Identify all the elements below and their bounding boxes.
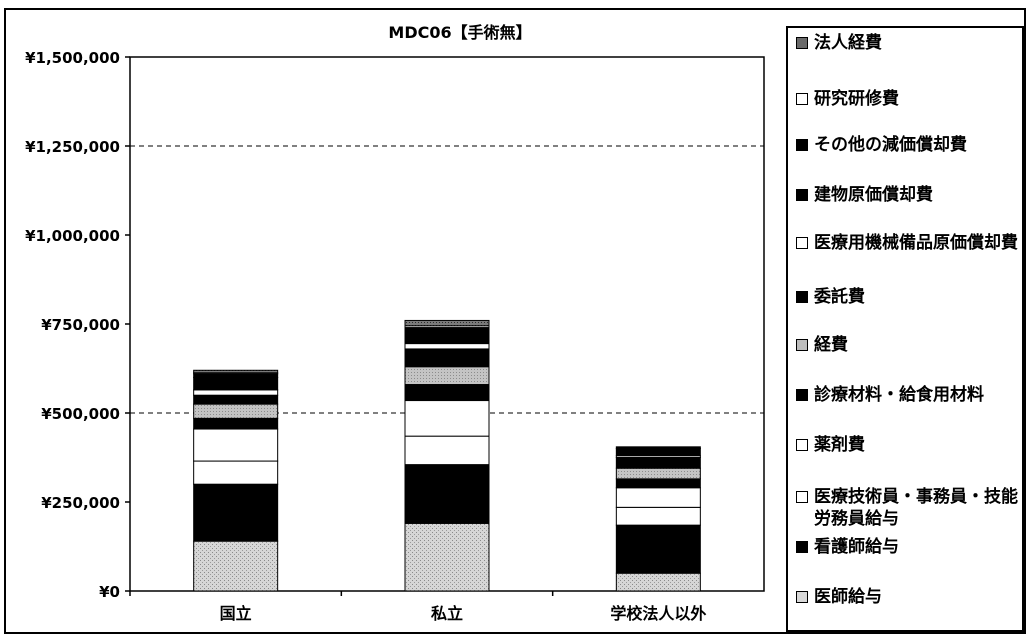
bar-segment — [404, 464, 490, 524]
legend-swatch — [796, 439, 808, 451]
legend-label: 法人経費 — [814, 33, 882, 53]
legend-label: 医師給与 — [814, 587, 882, 607]
legend-label: 診療材料・給食用材料 — [814, 385, 984, 405]
y-tick-label: ¥750,000 — [41, 316, 120, 334]
y-tick-label: ¥1,500,000 — [25, 49, 120, 67]
legend-item: 医師給与 — [796, 586, 1020, 608]
bar-segment — [404, 343, 490, 350]
bar-segment — [193, 369, 279, 374]
legend-swatch — [796, 139, 808, 151]
legend-label: 薬剤費 — [814, 435, 865, 455]
bar-segment — [404, 366, 490, 386]
bar-segment — [404, 384, 490, 402]
legend-label: 経費 — [814, 335, 848, 355]
x-tick-label: 国立 — [220, 604, 252, 623]
chart-title: MDC06【手術無】 — [388, 23, 531, 42]
bar-segment — [404, 400, 490, 437]
bar-segment — [193, 376, 279, 391]
bar-segment — [193, 483, 279, 542]
legend-swatch — [796, 189, 808, 201]
bar-segment — [404, 327, 490, 332]
y-tick-label: ¥250,000 — [41, 494, 120, 512]
y-tick-label: ¥0 — [99, 583, 120, 601]
legend-swatch — [796, 591, 808, 603]
legend-swatch — [796, 389, 808, 401]
bar-segment — [404, 330, 490, 345]
legend-swatch — [796, 339, 808, 351]
bar-segment — [615, 478, 701, 489]
legend-item: 法人経費 — [796, 32, 1020, 54]
bar-segment — [615, 467, 701, 480]
legend-item: 医療用機械備品原価償却費 — [796, 232, 1020, 254]
legend-item: 看護師給与 — [796, 536, 1020, 558]
legend-label: 看護師給与 — [814, 537, 899, 557]
legend-item: 経費 — [796, 334, 1020, 356]
legend-item: 診療材料・給食用材料 — [796, 384, 1020, 406]
legend-swatch — [796, 491, 808, 503]
bar-segment — [404, 348, 490, 368]
legend-label: 医療技術員・事務員・技能労務員給与 — [814, 487, 1018, 529]
legend-label: 建物原価償却費 — [814, 185, 933, 205]
legend-swatch — [796, 37, 808, 49]
bar-segment — [404, 435, 490, 466]
legend-item: 医療技術員・事務員・技能労務員給与 — [796, 486, 1020, 530]
bar-segment — [615, 572, 701, 592]
bar-segment — [615, 446, 701, 450]
legend-label: 委託費 — [814, 287, 865, 307]
legend-item: 委託費 — [796, 286, 1020, 308]
legend-item: 建物原価償却費 — [796, 184, 1020, 206]
y-tick-label: ¥500,000 — [41, 405, 120, 423]
bar-segment — [193, 394, 279, 405]
legend-label: 医療用機械備品原価償却費 — [814, 233, 1018, 253]
legend-swatch — [796, 291, 808, 303]
bar-segment — [193, 373, 279, 378]
legend-swatch — [796, 93, 808, 105]
legend-item: 薬剤費 — [796, 434, 1020, 456]
legend-item: 研究研修費 — [796, 88, 1020, 110]
bar-segment — [615, 506, 701, 526]
bar-segment — [193, 460, 279, 485]
y-tick-label: ¥1,250,000 — [25, 138, 120, 156]
bar-segment — [404, 319, 490, 327]
bar-segment — [193, 540, 279, 592]
chart-legend: 法人経費研究研修費その他の減価償却費 建物原価償却費医療用機械備品原価償却費 委託費… — [786, 26, 1024, 632]
bar-segment — [615, 524, 701, 574]
y-tick-label: ¥1,000,000 — [25, 227, 120, 245]
bar-segment — [193, 389, 279, 396]
legend-label: 研究研修費 — [814, 89, 899, 109]
bar-segment — [615, 448, 701, 457]
bar-segment — [615, 487, 701, 508]
legend-swatch — [796, 541, 808, 553]
bar-segment — [615, 457, 701, 469]
legend-item: その他の減価償却費 — [796, 134, 1020, 156]
bar-segment — [193, 428, 279, 462]
bar-segment — [193, 417, 279, 430]
bar-segment — [404, 522, 490, 592]
x-tick-label: 私立 — [431, 604, 463, 623]
bar-segment — [193, 403, 279, 419]
legend-swatch — [796, 237, 808, 249]
x-tick-label: 学校法人以外 — [610, 604, 706, 623]
legend-label: その他の減価償却費 — [814, 135, 967, 155]
